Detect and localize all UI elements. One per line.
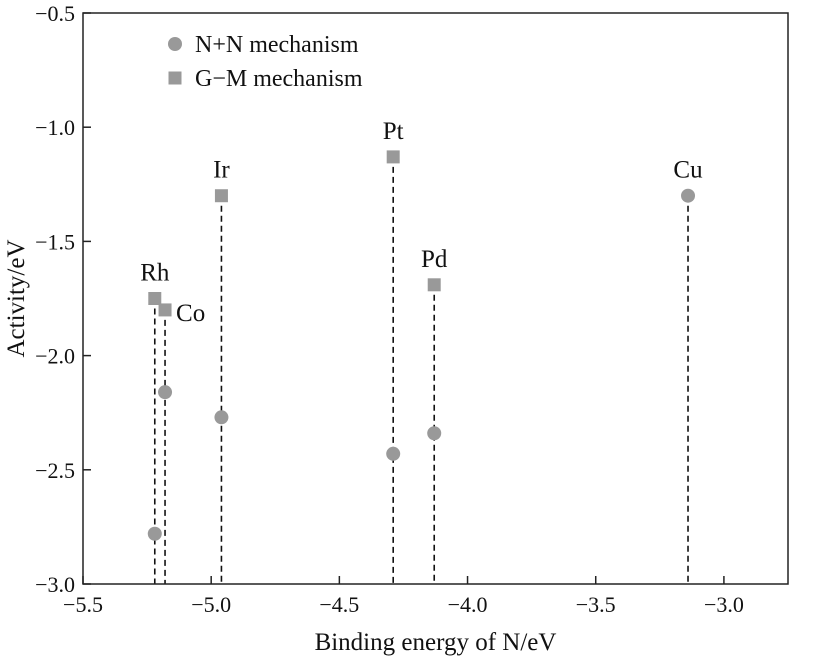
circle-point [681, 188, 696, 203]
x-tick-label: −5.5 [63, 592, 103, 617]
legend-entry: G−M mechanism [195, 66, 363, 92]
y-axis-title: Activity/eV [3, 239, 30, 357]
circle-point [158, 385, 173, 400]
square-point [214, 189, 228, 203]
y-axis-ticks: −3.0 −2.5 −2.0 −1.5 −1.0 −0.5 [35, 1, 91, 597]
plot-frame [82, 12, 789, 585]
square-point [158, 303, 172, 317]
legend-entry: N+N mechanism [195, 32, 359, 58]
x-axis-title: Binding energy of N/eV [315, 629, 557, 656]
point-label: Cu [673, 157, 703, 184]
square-point [427, 278, 441, 292]
y-tick-label: −0.5 [35, 1, 75, 26]
y-tick-label: −1.5 [35, 229, 75, 254]
point-label: Ir [213, 157, 230, 184]
square-point [148, 292, 162, 305]
x-tick-label: −4.0 [448, 592, 488, 617]
point-label: Pd [421, 246, 448, 273]
x-tick-label: −3.0 [704, 592, 744, 617]
legend-circle-marker [168, 37, 182, 51]
y-tick-label: −3.0 [35, 572, 75, 597]
x-tick-label: −3.5 [576, 592, 616, 617]
y-tick-label: −2.5 [35, 458, 75, 483]
y-tick-label: −1.0 [35, 115, 75, 140]
legend: N+N mechanism G−M mechanism [168, 32, 363, 92]
point-label: Rh [140, 260, 170, 287]
y-tick-label: −2.0 [35, 344, 75, 369]
legend-square-marker [168, 71, 182, 85]
square-point [386, 150, 400, 164]
point-label: Co [176, 300, 205, 327]
x-axis-ticks: −5.5 −5.0 −4.5 −4.0 −3.5 −3.0 [63, 576, 744, 617]
circle-point [386, 446, 401, 461]
x-tick-label: −4.5 [319, 592, 359, 617]
x-tick-label: −5.0 [191, 592, 231, 617]
point-label: Pt [383, 118, 404, 145]
circle-point [214, 410, 229, 425]
circle-point [147, 526, 162, 541]
droplines [153, 156, 689, 584]
data-markers [147, 150, 696, 541]
circle-point [427, 426, 442, 441]
